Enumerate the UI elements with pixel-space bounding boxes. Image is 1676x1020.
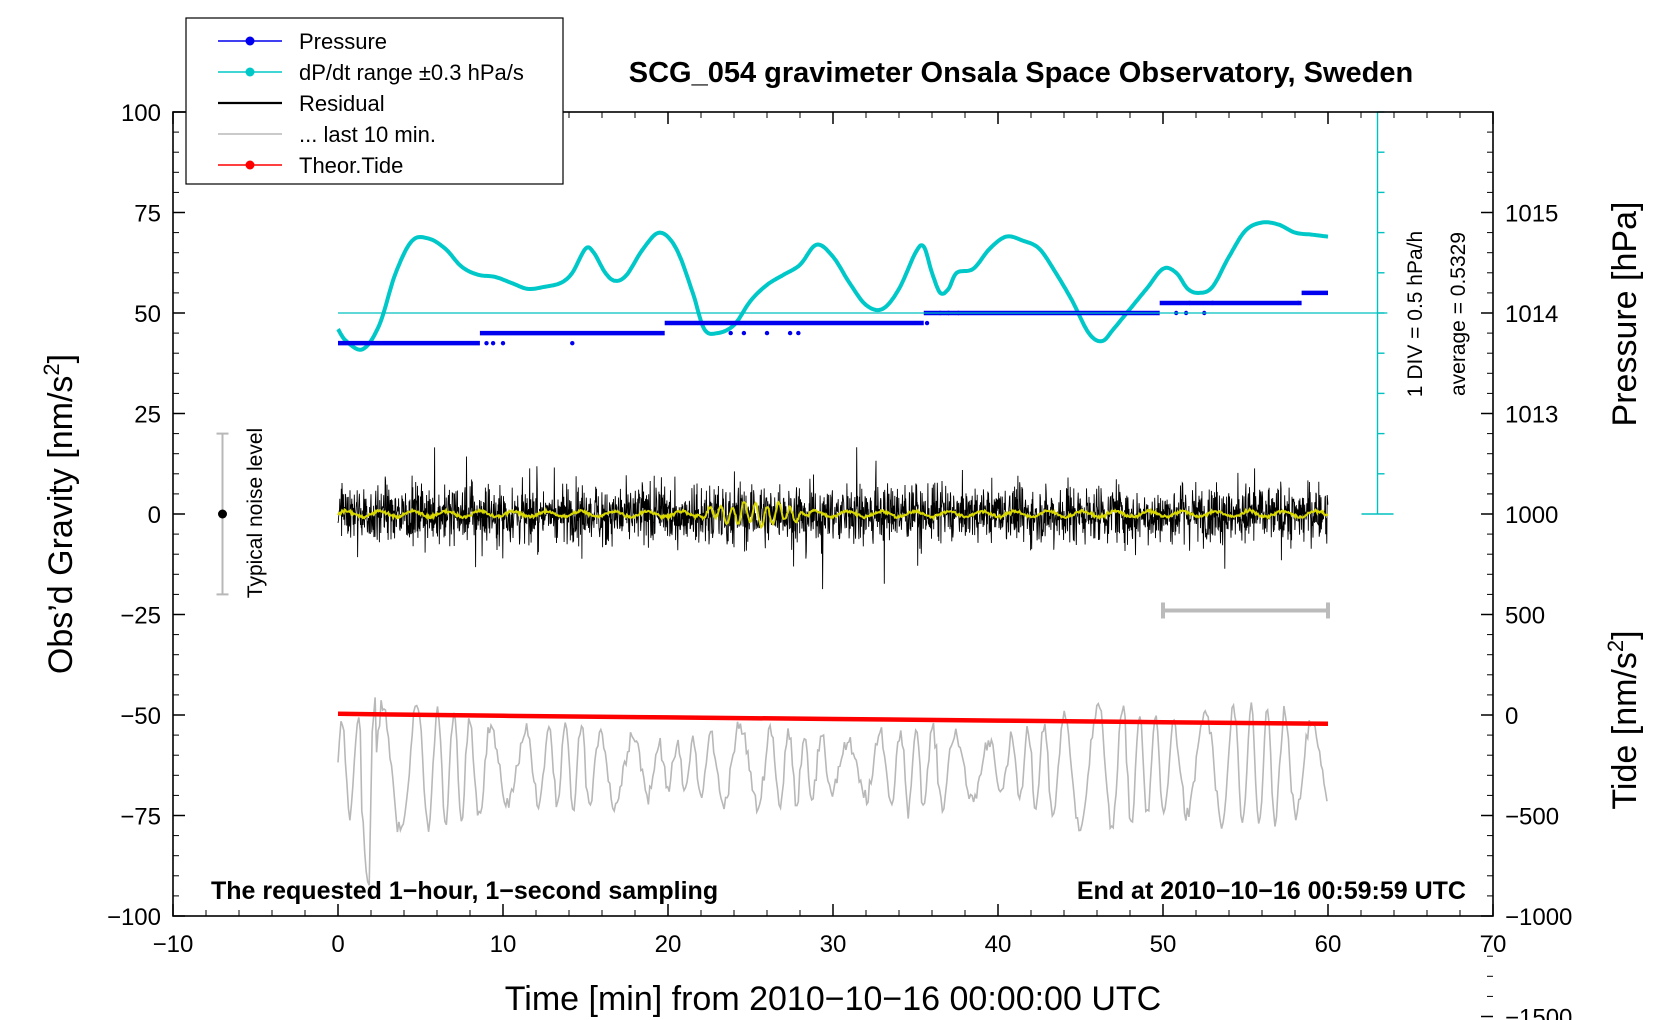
pressure-point bbox=[741, 330, 747, 336]
x-tick-label: 0 bbox=[331, 931, 344, 958]
pressure-tick-label: 1014 bbox=[1505, 301, 1558, 328]
legend-label: Residual bbox=[299, 91, 385, 116]
tide-tick-label: −1500 bbox=[1505, 1005, 1572, 1020]
pressure-point bbox=[570, 340, 575, 346]
annotation-average: average = 0.5329 bbox=[1447, 232, 1470, 396]
x-tick-label: 60 bbox=[1315, 931, 1342, 958]
y-tick-label: −100 bbox=[107, 904, 161, 931]
smoothed-residual-trace bbox=[337, 500, 1329, 530]
pressure-tick-label: 1015 bbox=[1505, 201, 1558, 228]
x-tick-label: 30 bbox=[820, 931, 847, 958]
pressure-point bbox=[1210, 300, 1215, 306]
annotation-scale-div: 1 DIV = 0.5 hPa/h bbox=[1404, 231, 1427, 397]
annotation-end-time: End at 2010−10−16 00:59:59 UTC bbox=[1077, 877, 1466, 905]
pressure-point bbox=[924, 320, 930, 326]
legend-marker bbox=[245, 67, 255, 77]
pressure-point bbox=[490, 340, 496, 346]
legend-label: Pressure bbox=[299, 29, 387, 54]
signal-layers bbox=[337, 447, 1329, 886]
legend: Pressure dP/dt range ±0.3 hPa/s Residual..… bbox=[185, 17, 564, 185]
y-tick-label: 100 bbox=[121, 100, 161, 127]
pressure-point bbox=[484, 340, 489, 346]
annotation-noise-level: Typical noise level bbox=[244, 428, 267, 598]
pressure-point bbox=[1187, 300, 1192, 306]
y-axis-label-pressure: Pressure [hPa] bbox=[1606, 202, 1644, 427]
pressure-tick-label: 1013 bbox=[1505, 402, 1558, 429]
tide-tick-label: −500 bbox=[1505, 804, 1559, 831]
annotation-layer bbox=[216, 111, 1394, 619]
tide-tick-label: −1000 bbox=[1505, 904, 1572, 931]
x-tick-label: 70 bbox=[1480, 931, 1507, 958]
annotation-sampling: The requested 1−hour, 1−second sampling bbox=[211, 877, 718, 905]
legend-label: dP/dt range ±0.3 hPa/s bbox=[299, 60, 524, 85]
legend-marker bbox=[245, 160, 255, 170]
y-tick-label: 50 bbox=[134, 301, 161, 328]
y-tick-label: 0 bbox=[148, 502, 161, 529]
y-tick-label: 75 bbox=[134, 201, 161, 228]
legend-marker bbox=[245, 36, 255, 46]
last-10-min-trace bbox=[337, 697, 1328, 886]
tide-series-line bbox=[337, 711, 1329, 727]
legend-label: Theor.Tide bbox=[299, 153, 403, 178]
pressure-point bbox=[787, 330, 793, 336]
pressure-point bbox=[764, 330, 770, 336]
y-tick-label: −25 bbox=[120, 603, 161, 630]
x-axis-label: Time [min] from 2010−10−16 00:00:00 UTC bbox=[505, 980, 1161, 1018]
y-tick-label: −75 bbox=[120, 804, 161, 831]
tide-tick-label: 1000 bbox=[1505, 502, 1558, 529]
pressure-point bbox=[796, 330, 801, 336]
y-tick-label: −50 bbox=[120, 703, 161, 730]
legend-box bbox=[185, 17, 564, 185]
dpdt-series-line bbox=[336, 220, 1329, 352]
residual-trace bbox=[337, 447, 1329, 590]
pressure-point bbox=[1296, 300, 1301, 306]
x-tick-label: 20 bbox=[655, 931, 682, 958]
chart-title: SCG_054 gravimeter Onsala Space Observat… bbox=[629, 57, 1413, 89]
tide-tick-label: 0 bbox=[1505, 703, 1518, 730]
legend-label: ... last 10 min. bbox=[299, 122, 436, 147]
x-tick-label: 10 bbox=[490, 931, 517, 958]
x-tick-label: −10 bbox=[153, 931, 194, 958]
y-tick-label: 25 bbox=[134, 402, 161, 429]
series-layer bbox=[336, 220, 1329, 727]
x-tick-label: 50 bbox=[1150, 931, 1177, 958]
x-tick-label: 40 bbox=[985, 931, 1012, 958]
y-axis-label-left: Obs’d Gravity [nm/s2] bbox=[39, 354, 80, 674]
noise-bar-center bbox=[218, 509, 227, 519]
pressure-point bbox=[500, 340, 506, 346]
y-axis-label-tide: Tide [nm/s2] bbox=[1603, 630, 1644, 809]
pressure-point bbox=[728, 330, 733, 336]
tide-tick-label: 500 bbox=[1505, 603, 1545, 630]
axes-layer: −10 0 10 20 30 40 50 60 70−100−75−50−25025507510… bbox=[107, 100, 1572, 1020]
